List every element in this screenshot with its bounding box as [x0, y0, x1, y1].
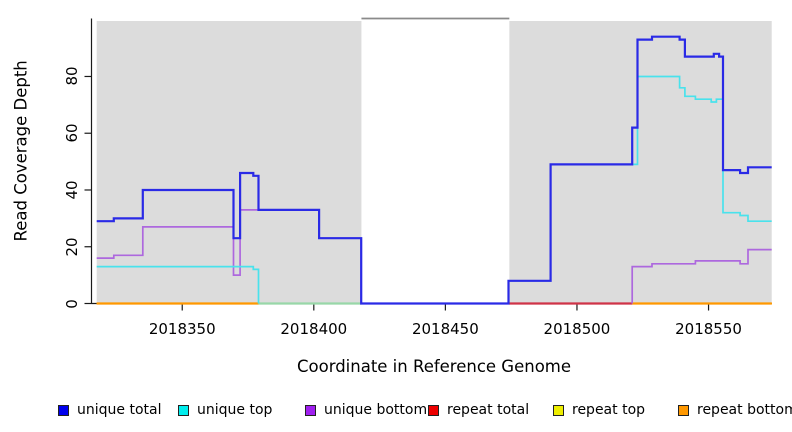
legend-item-repeat-top: repeat top: [553, 402, 645, 418]
legend-label: unique top: [197, 402, 273, 418]
series-unique-bottom: [631, 248, 772, 304]
legend-item-unique-top: unique top: [178, 402, 272, 418]
legend-swatch-icon: [178, 404, 189, 416]
y-tick-label: 0: [63, 298, 81, 309]
x-tick-label: 2018400: [280, 320, 348, 338]
x-tick-label: 2018350: [148, 320, 216, 338]
y-axis-title: Read Coverage Depth: [11, 60, 31, 242]
legend-swatch-icon: [678, 404, 689, 416]
left-shaded-block: [96, 21, 362, 304]
x-tick-label: 2018450: [411, 320, 479, 338]
legend-item-unique-total: unique total: [58, 402, 161, 418]
y-tick-label: 40: [63, 180, 81, 200]
legend-label: repeat total: [447, 402, 530, 418]
legend-item-repeat-total: repeat total: [428, 402, 529, 418]
y-tick-label: 60: [63, 123, 81, 143]
legend-swatch-icon: [305, 404, 316, 416]
x-tick-label: 2018550: [675, 320, 742, 338]
right-shaded-block: [509, 21, 772, 304]
x-tick-label: 2018500: [543, 320, 611, 338]
legend-label: repeat bottom: [697, 402, 792, 418]
legend-swatch-icon: [428, 404, 439, 416]
legend-item-repeat-bottom: repeat bottom: [678, 402, 792, 418]
series-unique-total: [96, 35, 772, 305]
legend-swatch-icon: [553, 404, 564, 416]
legend-label: unique total: [77, 402, 162, 418]
y-tick-label: 80: [63, 66, 81, 87]
y-tick-label: 20: [63, 237, 81, 257]
x-axis-title: Coordinate in Reference Genome: [296, 357, 572, 376]
legend-item-unique-bottom: unique bottom: [305, 402, 427, 418]
legend-label: repeat top: [572, 402, 646, 418]
legend-label: unique bottom: [324, 402, 428, 418]
legend-swatch-icon: [58, 404, 69, 416]
series-unique-top: [96, 265, 260, 304]
